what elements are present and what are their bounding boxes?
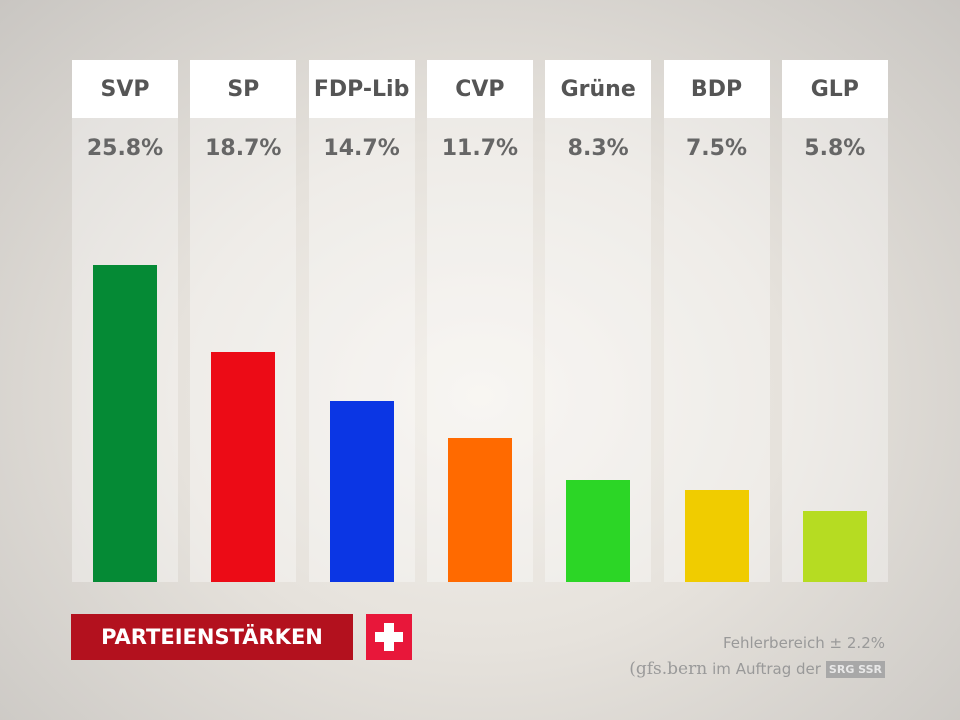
category-label: Grüne: [545, 60, 652, 118]
data-label: 7.5%: [685, 136, 747, 161]
bar: [447, 438, 512, 582]
category-label: BDP: [663, 60, 770, 118]
category-label: FDP-Lib: [308, 60, 415, 118]
chart-title: PARTEIENSTÄRKEN: [71, 614, 353, 660]
column-5: BDP 7.5%: [663, 60, 770, 582]
data-label: 8.3%: [567, 136, 629, 161]
bar: [802, 510, 867, 582]
column-0: SVP 25.8%: [72, 60, 178, 582]
srg-ssr-logo: SRG SSR: [825, 660, 885, 678]
source-text: im Auftrag der: [712, 660, 821, 678]
column-6: GLP 5.8%: [781, 60, 888, 582]
column-4: Grüne 8.3%: [545, 60, 652, 582]
bar: [684, 489, 749, 582]
swiss-cross-icon: [366, 614, 412, 660]
bar: [93, 265, 157, 582]
data-label: 25.8%: [86, 136, 164, 161]
category-label: SP: [190, 60, 297, 118]
column-2: FDP-Lib 14.7%: [308, 60, 415, 582]
category-label: SVP: [72, 60, 178, 118]
data-label: 14.7%: [323, 136, 400, 161]
source-line: (gfs.bern im Auftrag der SRG SSR: [629, 659, 885, 679]
bar: [566, 480, 631, 582]
bar: [329, 401, 394, 582]
data-label: 18.7%: [205, 136, 282, 161]
column-1: SP 18.7%: [190, 60, 297, 582]
category-label: CVP: [426, 60, 533, 118]
data-label: 11.7%: [441, 136, 519, 161]
bar: [211, 352, 276, 582]
gfs-bern-logo: (gfs.bern: [629, 659, 708, 679]
column-3: CVP 11.7%: [426, 60, 533, 582]
error-margin: Fehlerbereich ± 2.2%: [722, 634, 885, 652]
data-label: 5.8%: [804, 136, 866, 161]
category-label: GLP: [781, 60, 888, 118]
